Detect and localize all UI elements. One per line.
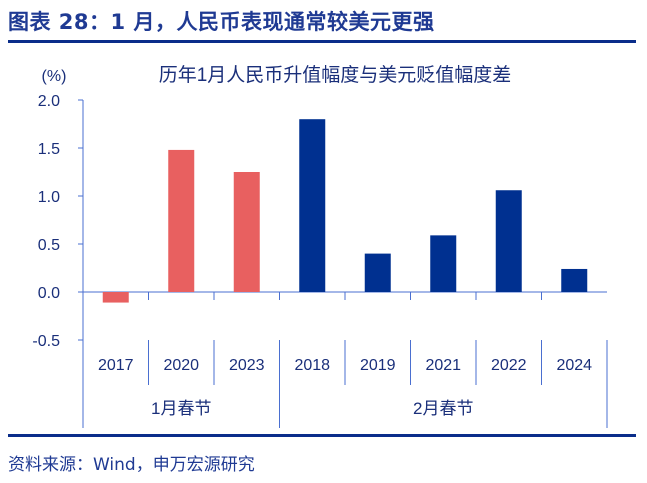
chart-title: 历年1月人民币升值幅度与美元贬值幅度差	[159, 64, 512, 86]
source-note: 资料来源：Wind，申万宏源研究	[8, 455, 255, 475]
y-tick-label: 0.5	[38, 237, 60, 254]
title-divider	[8, 40, 636, 43]
group-label: 1月春节	[151, 399, 211, 418]
figure-title: 图表 28：1 月，人民币表现通常较美元更强	[8, 10, 435, 34]
y-axis-unit: (%)	[42, 68, 67, 85]
x-tick-label: 2017	[98, 357, 134, 374]
bar-2020	[168, 149, 195, 292]
x-tick-label: 2022	[491, 357, 527, 374]
bar-2017	[102, 292, 129, 303]
bar-2021	[430, 235, 457, 292]
x-tick-label: 2021	[425, 357, 461, 374]
bar-2023	[233, 172, 260, 292]
x-tick-label: 2024	[556, 357, 592, 374]
y-tick-label: 0.0	[38, 285, 60, 302]
x-tick-label: 2019	[360, 357, 396, 374]
bar-2022	[495, 190, 522, 292]
footer-divider	[8, 434, 636, 437]
y-tick-label: 1.5	[38, 141, 60, 158]
group-label: 2月春节	[413, 399, 473, 418]
x-tick-label: 2020	[163, 357, 199, 374]
x-tick-label: 2018	[294, 357, 330, 374]
bar-2018	[299, 119, 326, 292]
bar-2019	[364, 253, 391, 292]
x-tick-label: 2023	[229, 357, 265, 374]
y-tick-label: 2.0	[38, 93, 60, 110]
y-tick-label: 1.0	[38, 189, 60, 206]
y-tick-label: -0.5	[32, 333, 60, 350]
bar-2024	[561, 268, 588, 292]
